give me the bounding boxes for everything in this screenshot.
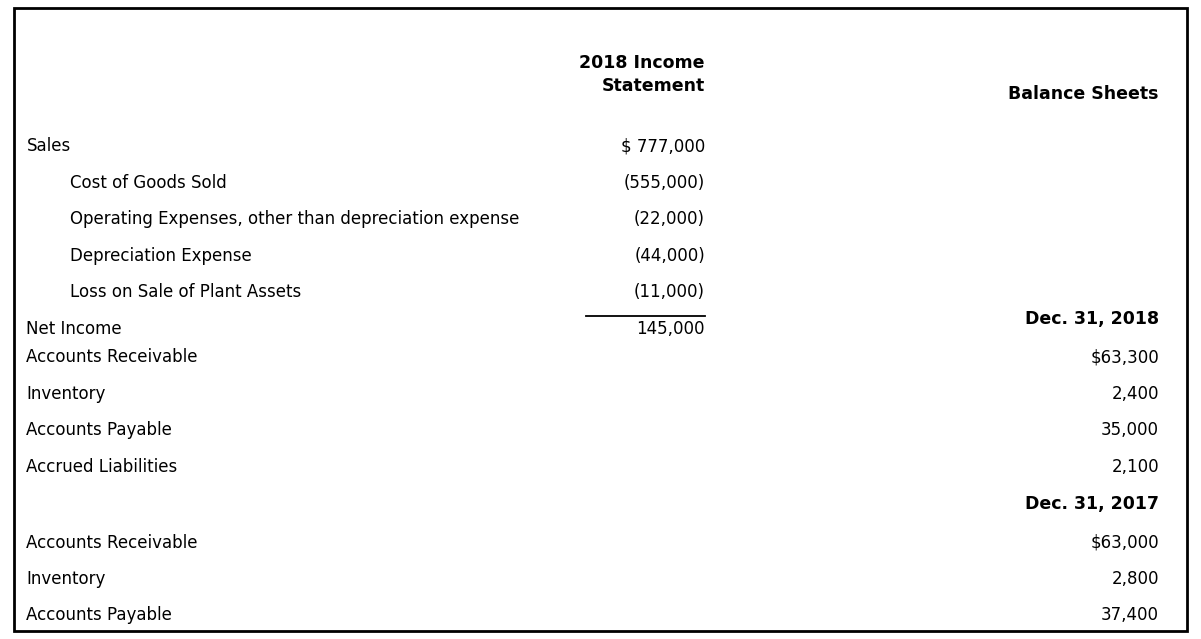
Text: 2,100: 2,100 xyxy=(1111,458,1159,475)
Text: Loss on Sale of Plant Assets: Loss on Sale of Plant Assets xyxy=(70,283,301,301)
Text: 2,800: 2,800 xyxy=(1111,570,1159,588)
Text: 37,400: 37,400 xyxy=(1101,606,1159,624)
Text: Cost of Goods Sold: Cost of Goods Sold xyxy=(70,174,227,192)
Text: Inventory: Inventory xyxy=(26,385,106,403)
Text: Accounts Receivable: Accounts Receivable xyxy=(26,534,198,551)
Text: (555,000): (555,000) xyxy=(623,174,705,192)
Text: Sales: Sales xyxy=(26,137,71,155)
Text: 35,000: 35,000 xyxy=(1101,421,1159,439)
Text: Depreciation Expense: Depreciation Expense xyxy=(70,247,251,265)
Text: Accrued Liabilities: Accrued Liabilities xyxy=(26,458,178,475)
Text: Balance Sheets: Balance Sheets xyxy=(1009,85,1159,104)
Text: 2,400: 2,400 xyxy=(1111,385,1159,403)
Text: Accounts Receivable: Accounts Receivable xyxy=(26,348,198,366)
Text: $63,300: $63,300 xyxy=(1091,348,1159,366)
Text: (22,000): (22,000) xyxy=(634,210,705,228)
Text: 145,000: 145,000 xyxy=(637,320,705,337)
Text: $ 777,000: $ 777,000 xyxy=(621,137,705,155)
Text: Net Income: Net Income xyxy=(26,320,123,337)
Text: 2018 Income
Statement: 2018 Income Statement xyxy=(580,54,705,95)
Text: Operating Expenses, other than depreciation expense: Operating Expenses, other than depreciat… xyxy=(70,210,519,228)
Text: Inventory: Inventory xyxy=(26,570,106,588)
Text: (11,000): (11,000) xyxy=(634,283,705,301)
FancyBboxPatch shape xyxy=(14,8,1187,631)
Text: Accounts Payable: Accounts Payable xyxy=(26,606,172,624)
Text: Dec. 31, 2018: Dec. 31, 2018 xyxy=(1024,310,1159,328)
Text: Dec. 31, 2017: Dec. 31, 2017 xyxy=(1024,495,1159,513)
Text: $63,000: $63,000 xyxy=(1091,534,1159,551)
Text: (44,000): (44,000) xyxy=(634,247,705,265)
Text: Accounts Payable: Accounts Payable xyxy=(26,421,172,439)
